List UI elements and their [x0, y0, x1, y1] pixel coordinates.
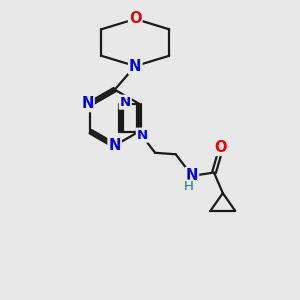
- Text: N: N: [129, 58, 142, 74]
- Text: O: O: [214, 140, 227, 155]
- Text: N: N: [137, 129, 148, 142]
- Text: O: O: [129, 11, 142, 26]
- Text: N: N: [186, 168, 198, 183]
- Text: H: H: [183, 180, 193, 193]
- Text: N: N: [120, 96, 131, 109]
- Text: N: N: [81, 96, 94, 111]
- Text: N: N: [109, 138, 121, 153]
